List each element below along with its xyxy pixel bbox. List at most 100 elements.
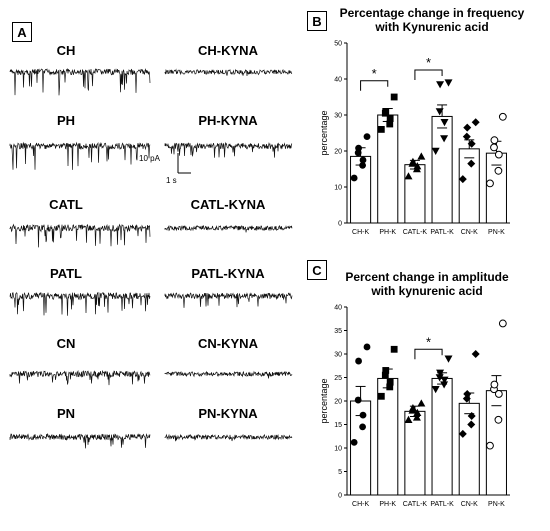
data-point-ph-k: [386, 378, 394, 386]
data-point-catl-k: [408, 404, 417, 412]
data-point-patl-k: [431, 147, 440, 155]
data-point-ch-k: [359, 162, 366, 169]
scale-bar: [177, 153, 191, 174]
x-tick-label: PATL-K: [430, 501, 454, 508]
data-point-pn-k: [498, 112, 507, 121]
y-tick-label: 30: [334, 352, 342, 359]
trace-label-cn-kyna: CN-KYNA: [198, 336, 258, 351]
trace-cn: [9, 369, 151, 386]
y-axis-label: percentage: [319, 110, 329, 155]
data-point-pn-k: [486, 179, 494, 188]
y-tick-label: 0: [338, 493, 342, 500]
y-tick-label: 15: [334, 422, 342, 429]
data-point-patl-k: [436, 81, 445, 89]
y-tick-label: 0: [338, 221, 342, 228]
trace-patl: [9, 291, 151, 316]
y-tick-label: 5: [338, 469, 342, 476]
trace-ph: [9, 141, 151, 170]
x-tick-label: CATL-K: [403, 501, 428, 508]
data-point-catl-k: [412, 413, 421, 421]
data-point-pn-k: [494, 390, 503, 398]
y-tick-label: 40: [334, 77, 342, 84]
data-point-ph-k: [386, 120, 394, 128]
significance-star: *: [372, 66, 377, 81]
data-point-cn-k: [467, 139, 476, 148]
data-point-patl-k: [435, 108, 444, 116]
data-point-cn-k: [462, 132, 471, 141]
bar-patl-k: [431, 115, 453, 224]
trace-ch: [9, 67, 151, 96]
data-point-ch-k: [359, 423, 366, 431]
data-point-pn-k: [490, 143, 498, 152]
data-point-patl-k: [431, 386, 440, 394]
data-point-cn-k: [467, 420, 476, 429]
trace-label-cn: CN: [56, 336, 76, 351]
x-tick-label: CN-K: [461, 501, 478, 508]
bar-catl-k: [404, 410, 426, 496]
bar-cn-k: [458, 148, 480, 224]
trace-pn-kyna: [164, 433, 293, 442]
trace-label-pn-kyna: PN-KYNA: [198, 406, 258, 421]
trace-label-ph: PH: [56, 113, 76, 128]
data-point-ph-k: [386, 383, 394, 391]
chart-c-title: Percent change in amplitude with kynuren…: [345, 270, 509, 298]
data-point-ch-k: [354, 396, 362, 404]
data-point-patl-k: [440, 119, 449, 127]
trace-label-ph-kyna: PH-KYNA: [198, 113, 258, 128]
x-tick-label: PH-K: [379, 501, 396, 508]
trace-catl-kyna: [164, 224, 293, 233]
trace-ph-kyna: [164, 141, 293, 158]
bar-patl-k: [431, 377, 453, 496]
data-point-patl-k: [440, 135, 449, 143]
data-point-ch-k: [355, 144, 362, 152]
data-point-ph-k: [390, 345, 398, 353]
y-axis-label: percentage: [319, 378, 329, 423]
panel-c-tag: C: [307, 260, 327, 280]
bar-pn-k: [485, 152, 507, 224]
significance-bracket: [414, 348, 443, 360]
data-point-cn-k: [462, 394, 471, 403]
x-tick-label: PATL-K: [430, 229, 454, 236]
trace-label-ch-kyna: CH-KYNA: [198, 43, 258, 58]
data-point-ph-k: [382, 367, 390, 374]
panel-b-tag: B: [307, 11, 327, 31]
data-point-ch-k: [363, 343, 371, 351]
data-point-cn-k: [467, 159, 476, 168]
data-point-patl-k: [440, 381, 449, 389]
chart-b: 0 10 20 30 40 50 percentage CH-K PH-K CATL-K PATL-…: [319, 41, 510, 236]
x-tick-label: PN-K: [488, 501, 505, 508]
data-point-cn-k: [471, 350, 480, 358]
y-tick-label: 20: [334, 149, 342, 156]
data-point-cn-k: [467, 412, 476, 421]
x-tick-label: CH-K: [352, 229, 369, 236]
data-point-ph-k: [377, 392, 385, 400]
y-tick-label: 50: [334, 41, 342, 48]
scale-bar-y-label: 10 pA: [139, 154, 160, 163]
data-point-catl-k: [404, 172, 413, 180]
data-point-ch-k: [363, 133, 371, 140]
significance-bracket: [360, 80, 389, 91]
data-point-patl-k: [436, 369, 445, 377]
data-point-catl-k: [408, 157, 417, 165]
trace-label-patl: PATL: [49, 266, 82, 281]
x-tick-label: PN-K: [488, 229, 505, 236]
data-point-ch-k: [350, 438, 358, 446]
trace-label-catl-kyna: CATL-KYNA: [190, 197, 266, 212]
x-tick-label: PH-K: [379, 229, 396, 236]
data-point-catl-k: [413, 162, 422, 170]
bar-cn-k: [458, 402, 480, 496]
data-point-ch-k: [355, 357, 362, 365]
data-point-patl-k: [444, 355, 453, 363]
data-point-cn-k: [458, 175, 467, 184]
data-point-cn-k: [471, 118, 480, 127]
chart-b-title: Percentage change in frequency with Kynu…: [339, 6, 525, 34]
data-point-ch-k: [350, 174, 358, 182]
data-point-ph-k: [382, 108, 390, 115]
data-point-pn-k: [490, 136, 499, 145]
significance-star: *: [426, 55, 431, 70]
data-point-ph-k: [390, 93, 398, 101]
data-point-catl-k: [404, 415, 413, 423]
trace-ch-kyna: [164, 68, 293, 77]
trace-pn: [9, 432, 151, 449]
trace-label-pn: PN: [56, 406, 76, 421]
